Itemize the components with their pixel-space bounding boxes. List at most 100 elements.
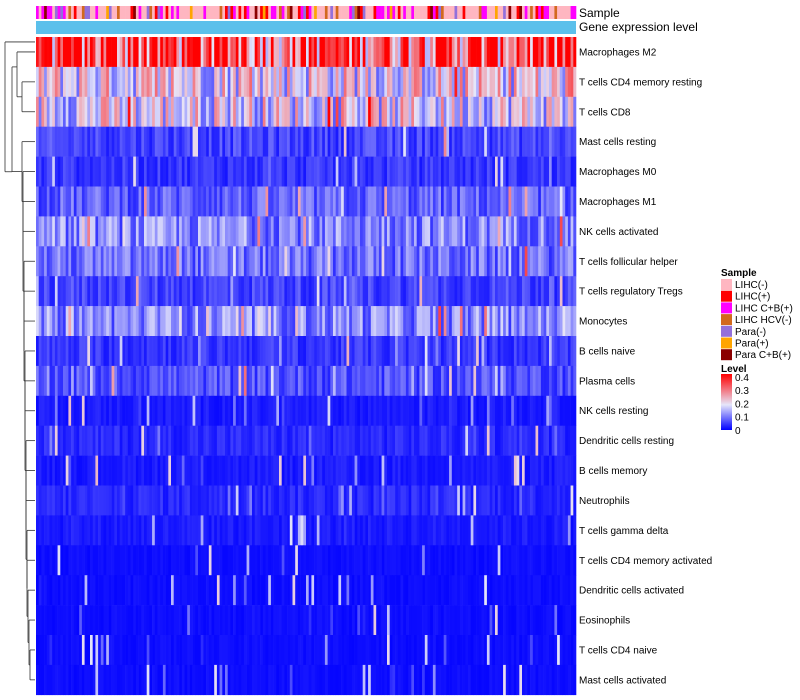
heatmap-cell [424, 455, 428, 486]
heatmap-cell [246, 605, 250, 636]
heatmap-cell [206, 635, 210, 666]
heatmap-cell [171, 37, 174, 68]
heatmap-cell [303, 66, 307, 98]
heatmap-cell [424, 246, 428, 277]
heatmap-cell [468, 306, 471, 337]
heatmap-cell [324, 246, 328, 277]
heatmap-cell [71, 186, 75, 217]
heatmap-cell [373, 336, 377, 367]
heatmap-cell [184, 96, 188, 127]
heatmap-cell [478, 545, 482, 576]
heatmap-cell [443, 395, 447, 426]
heatmap-cell [376, 575, 380, 606]
heatmap-cell [289, 246, 293, 277]
heatmap-cell [73, 545, 77, 576]
heatmap-cell [324, 545, 328, 576]
heatmap-cell [270, 276, 274, 307]
heatmap-cell [457, 635, 461, 666]
heatmap-cell [90, 485, 93, 516]
heatmap-cell [165, 276, 169, 307]
heatmap-cell [414, 635, 417, 666]
heatmap-cell [462, 126, 466, 157]
heatmap-cell [254, 365, 258, 397]
heatmap-cell [230, 186, 234, 217]
heatmap-cell [303, 156, 307, 187]
heatmap-cell [497, 455, 501, 486]
heatmap-cell [57, 37, 61, 68]
heatmap-cell [432, 276, 436, 307]
heatmap-cell [319, 365, 323, 397]
heatmap-cell [492, 336, 496, 367]
heatmap-cell [79, 66, 83, 98]
heatmap-cell [54, 485, 58, 516]
heatmap-cell [503, 664, 507, 696]
heatmap-cell [144, 635, 147, 666]
heatmap-cell [408, 365, 412, 397]
heatmap-cell [243, 635, 247, 666]
heatmap-cell [81, 186, 85, 217]
heatmap-cell [279, 37, 282, 68]
heatmap-cell [333, 37, 336, 68]
heatmap-cell [241, 664, 245, 696]
heatmap-cell [368, 126, 372, 157]
heatmap-cell [135, 126, 139, 157]
heatmap-cell [376, 66, 380, 98]
heatmap-cell [238, 395, 242, 426]
heatmap-cell [543, 37, 547, 68]
heatmap-cell [149, 664, 153, 696]
sample-annotation-cell [519, 6, 523, 19]
heatmap-cell [68, 276, 72, 307]
heatmap-cell [268, 216, 272, 247]
heatmap-cell [260, 276, 264, 307]
heatmap-cell [98, 635, 102, 666]
heatmap-cell [306, 395, 309, 426]
heatmap-cell [473, 365, 477, 397]
heatmap-cell [376, 126, 380, 157]
heatmap-cell [346, 66, 350, 98]
heatmap-cell [125, 186, 129, 217]
heatmap-cell [254, 545, 258, 576]
heatmap-cell [146, 156, 150, 187]
heatmap-cell [362, 485, 366, 516]
heatmap-cell [216, 37, 220, 68]
heatmap-cell [549, 485, 552, 516]
sample-annotation-cell [468, 6, 471, 19]
heatmap-cell [63, 126, 66, 157]
heatmap-cell [73, 605, 77, 636]
heatmap-cell [530, 156, 534, 187]
heatmap-cell [233, 186, 237, 217]
heatmap-cell [206, 365, 210, 397]
heatmap-cell [505, 664, 509, 696]
heatmap-cell [71, 664, 75, 696]
heatmap-cell [443, 455, 447, 486]
heatmap-cell [268, 545, 272, 576]
heatmap-cell [419, 395, 423, 426]
heatmap-cell [484, 66, 488, 98]
heatmap-cell [165, 664, 169, 696]
heatmap-cell [100, 485, 104, 516]
heatmap-cell [119, 216, 123, 247]
heatmap-cell [459, 126, 463, 157]
sample-annotation-cell [516, 6, 520, 19]
heatmap-cell [98, 186, 102, 217]
heatmap-cell [511, 664, 515, 696]
heatmap-cell [346, 605, 350, 636]
heatmap-cell [114, 336, 118, 367]
heatmap-cell [257, 66, 261, 98]
heatmap-cell [76, 664, 80, 696]
heatmap-cell [495, 635, 498, 666]
heatmap-cell [549, 425, 552, 456]
heatmap-cell [265, 455, 269, 486]
heatmap-cell [300, 455, 304, 486]
heatmap-cell [127, 575, 131, 606]
heatmap-cell [214, 246, 218, 277]
heatmap-cell [524, 126, 528, 157]
heatmap-cell [570, 96, 574, 127]
heatmap-cell [549, 96, 552, 127]
heatmap-cell [422, 306, 426, 337]
heatmap-cell [195, 37, 199, 68]
heatmap-cell [343, 246, 347, 277]
heatmap-cell [362, 455, 366, 486]
heatmap-cell [360, 635, 363, 666]
heatmap-cell [60, 126, 64, 157]
